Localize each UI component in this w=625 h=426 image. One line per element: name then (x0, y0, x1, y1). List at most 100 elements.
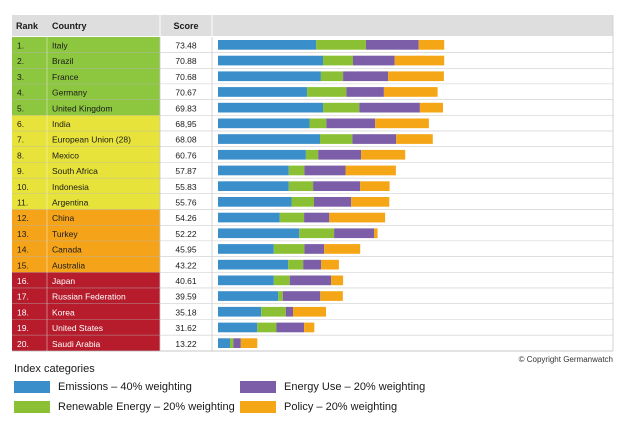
table-row: 1. Italy 73.48 (12, 37, 613, 54)
score-cell (160, 178, 212, 194)
bar-segment-emissions (218, 71, 321, 82)
rank-country-cell (12, 115, 160, 132)
bar-segment-policy (345, 165, 396, 176)
legend-swatch-emissions (14, 381, 50, 393)
score-label: 57.87 (175, 166, 197, 176)
rank-label: 1. (17, 41, 24, 51)
country-label: Korea (52, 307, 75, 317)
country-label: South Africa (52, 166, 98, 176)
score-cell (160, 288, 212, 304)
rank-label: 13. (17, 229, 29, 239)
rank-country-cell (12, 272, 160, 289)
table-row: 10. Indonesia 55.83 (12, 178, 613, 195)
legend-swatch-energy-use (240, 381, 276, 393)
rank-label: 6. (17, 119, 24, 129)
score-label: 45.95 (175, 245, 197, 255)
table-row: 8. Mexico 60.76 (12, 146, 613, 164)
score-cell (160, 146, 212, 163)
score-label: 70.88 (175, 56, 197, 66)
legend-label-policy: Policy – 20% weighting (284, 401, 398, 413)
legend-item-emissions: Emissions – 40% weighting (14, 381, 192, 393)
bar-segment-policy (388, 71, 444, 82)
rank-label: 5. (17, 103, 24, 113)
bar-segment-emissions (218, 197, 292, 207)
score-cell (160, 84, 212, 100)
bar-segment-policy (240, 338, 258, 348)
score-label: 13.22 (175, 339, 197, 349)
rows: 1. Italy 73.48 2. Brazil 70.88 3. France 70.68 4.… (12, 15, 614, 352)
legend-item-policy: Policy – 20% weighting (240, 401, 397, 413)
score-cell (160, 209, 212, 226)
rank-country-cell (12, 37, 160, 53)
rank-label: 3. (17, 72, 24, 82)
legend-label-emissions: Emissions – 40% weighting (58, 381, 192, 393)
country-label: Brazil (52, 56, 73, 66)
rank-country-cell (12, 131, 160, 147)
bar-segment-emissions (218, 102, 323, 113)
bar-segment-emissions (218, 40, 317, 50)
score-cell (160, 162, 212, 179)
bar-segment-policy (396, 134, 433, 144)
score-cell (160, 335, 212, 351)
bar-segment-renewable (323, 55, 353, 66)
table-row: 6. India 68,95 (12, 115, 613, 132)
rank-country-cell (12, 52, 160, 69)
bar-segment-renewable (273, 275, 290, 286)
rank-country-cell (12, 68, 160, 85)
country-label: Japan (52, 276, 75, 286)
bar-segment-emissions (218, 322, 258, 333)
rank-label: 12. (17, 213, 29, 223)
bar-segment-policy (360, 181, 390, 191)
bar-segment-energy-use (318, 149, 362, 160)
bar-segment-renewable (305, 149, 319, 160)
bar-segment-emissions (218, 55, 323, 66)
bar-segment-emissions (218, 275, 274, 286)
bar-segment-renewable (288, 165, 305, 176)
rank-label: 20. (17, 339, 29, 349)
rank-country-cell (12, 99, 160, 116)
bar-segment-energy-use (334, 228, 374, 239)
country-label: Canada (52, 245, 82, 255)
legend-item-energy-use: Energy Use – 20% weighting (240, 381, 425, 393)
bar-segment-renewable (307, 87, 347, 97)
bar-segment-renewable (320, 134, 353, 144)
score-label: 55.83 (175, 182, 197, 192)
bar-segment-renewable (257, 322, 277, 333)
bar-segment-policy (419, 102, 443, 113)
score-cell (160, 303, 212, 320)
bar-segment-emissions (218, 149, 306, 160)
score-label: 43.22 (175, 260, 197, 270)
bar-segment-policy (304, 322, 315, 333)
rank-label: 11. (17, 198, 28, 208)
rank-country-cell (12, 84, 160, 100)
bar-segment-energy-use (303, 259, 322, 270)
bar-segment-energy-use (304, 165, 346, 176)
rank-country-cell (12, 178, 160, 194)
score-label: 70.67 (175, 88, 197, 98)
rank-country-cell (12, 162, 160, 179)
score-label: 70.68 (175, 72, 197, 82)
score-cell (160, 194, 212, 210)
country-label: China (52, 213, 74, 223)
table-row: 13. Turkey 52.22 (12, 225, 613, 242)
bar-segment-emissions (218, 181, 289, 191)
score-cell (160, 241, 212, 257)
bar-segment-policy (394, 55, 445, 66)
rank-label: 4. (17, 88, 24, 98)
table-row: 18. Korea 35.18 (12, 303, 613, 321)
country-label: Mexico (52, 150, 79, 160)
score-label: 68,95 (175, 119, 197, 129)
country-label: United Kingdom (52, 103, 112, 113)
country-label: Germany (52, 88, 88, 98)
legend-title: Index categories (14, 363, 95, 375)
rank-label: 10. (17, 182, 29, 192)
rank-country-cell (12, 319, 160, 336)
header-background (12, 15, 613, 36)
bar-segment-renewable (320, 71, 344, 82)
bar-segment-energy-use (352, 134, 397, 144)
score-cell (160, 319, 212, 336)
bar-segment-policy (321, 259, 339, 270)
bar-segment-energy-use (343, 71, 389, 82)
bar-segment-renewable (291, 197, 314, 207)
